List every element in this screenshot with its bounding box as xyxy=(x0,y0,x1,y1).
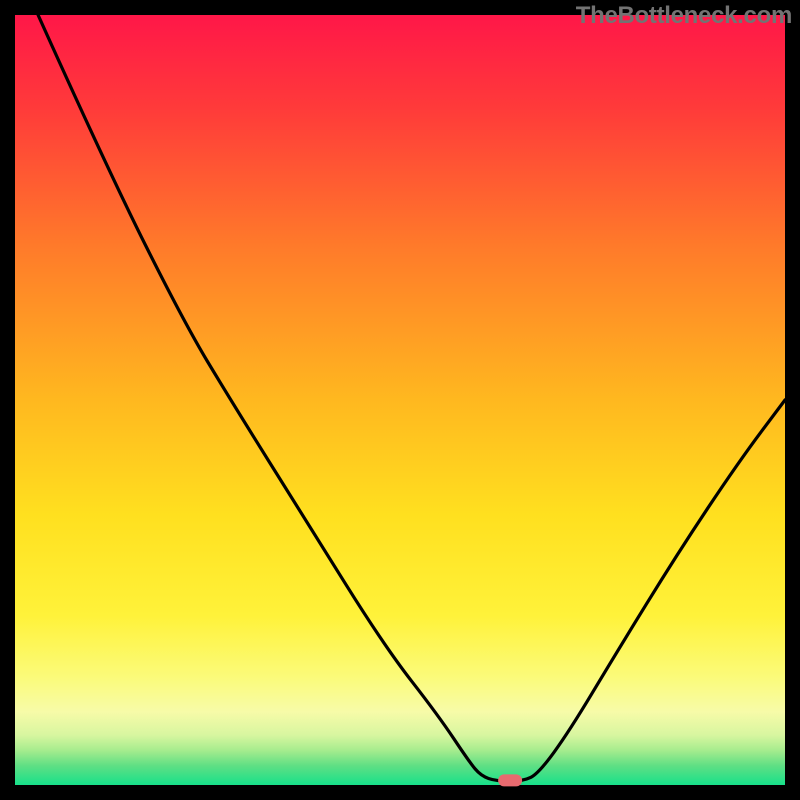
bottleneck-gradient-chart xyxy=(0,0,800,800)
chart-frame: TheBottleneck.com xyxy=(0,0,800,800)
heat-gradient-rect xyxy=(15,15,785,785)
minimum-marker xyxy=(498,774,522,786)
watermark-text: TheBottleneck.com xyxy=(576,2,792,30)
